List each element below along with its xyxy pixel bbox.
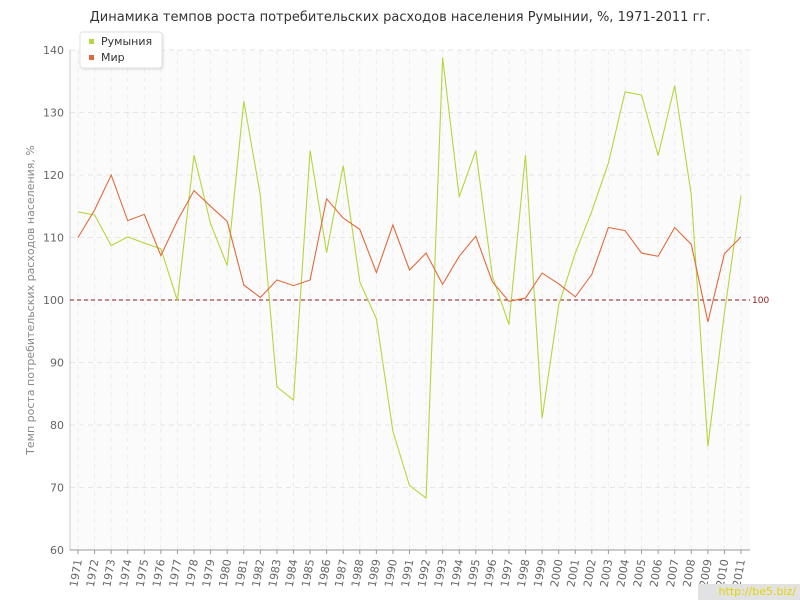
x-tick-label: 1990 (382, 558, 400, 588)
legend-label: Румыния (101, 35, 152, 48)
x-tick-label: 1975 (134, 558, 152, 588)
x-tick-label: 1981 (233, 558, 251, 588)
chart-title: Динамика темпов роста потребительских ра… (89, 10, 711, 25)
y-tick-label: 90 (50, 357, 64, 370)
y-tick-label: 80 (50, 419, 64, 432)
y-tick-label: 120 (43, 169, 64, 182)
x-tick-label: 1978 (183, 558, 201, 588)
x-tick-label: 2004 (614, 558, 632, 588)
y-tick-label: 60 (50, 544, 64, 557)
x-tick-label: 1972 (84, 558, 102, 588)
series-group (77, 57, 742, 500)
x-tick-label: 1977 (167, 558, 185, 588)
x-tick-label: 1991 (399, 558, 417, 588)
x-tick-label: 1986 (316, 558, 334, 588)
x-tick-label: 1985 (299, 558, 317, 588)
x-tick-label: 1987 (332, 558, 350, 588)
watermark-link[interactable]: http://be5.biz/ (698, 584, 800, 600)
series-line-romania (77, 57, 742, 500)
legend-swatch (89, 55, 94, 60)
x-tick-label: 2006 (647, 558, 665, 588)
legend: Румыния Мир (79, 31, 163, 69)
x-tick-label: 1980 (216, 558, 234, 588)
legend-box (79, 31, 163, 69)
x-tick-label: 1988 (349, 558, 367, 588)
x-tick-label: 2010 (714, 558, 732, 588)
legend-swatch (89, 39, 94, 44)
x-tick-label: 1996 (482, 558, 500, 588)
x-tick-label: 1976 (150, 558, 168, 588)
x-tick-label: 2008 (681, 558, 699, 588)
axes: 6070809010011012013014019711972197319741… (43, 44, 750, 588)
x-tick-label: 2007 (664, 558, 682, 588)
y-tick-label: 110 (43, 232, 64, 245)
x-tick-label: 1998 (515, 558, 533, 588)
y-tick-label: 140 (43, 44, 64, 57)
x-tick-label: 2001 (565, 558, 583, 588)
x-tick-label: 2011 (730, 558, 748, 588)
x-tick-label: 1993 (432, 558, 450, 588)
y-tick-label: 100 (43, 294, 64, 307)
x-tick-label: 1979 (200, 558, 218, 588)
x-tick-label: 1992 (415, 558, 433, 588)
series-line-world (77, 173, 742, 323)
y-axis-label: Темп роста потребительских расходов насе… (24, 145, 37, 456)
x-tick-label: 2009 (697, 558, 715, 588)
x-tick-label: 1971 (67, 558, 85, 588)
x-tick-label: 2003 (598, 558, 616, 588)
x-tick-label: 1984 (283, 558, 301, 588)
x-tick-label: 1995 (465, 558, 483, 588)
x-tick-label: 2005 (631, 558, 649, 588)
reference-line-group: 100 (70, 296, 769, 306)
x-tick-label: 1983 (266, 558, 284, 588)
x-tick-label: 2002 (581, 558, 599, 588)
legend-label: Мир (101, 51, 125, 64)
x-tick-label: 1974 (117, 558, 135, 588)
x-tick-label: 1999 (531, 558, 549, 588)
x-tick-label: 1997 (498, 558, 516, 588)
x-tick-label: 1994 (449, 558, 467, 588)
x-tick-label: 1982 (250, 558, 268, 588)
y-tick-label: 130 (43, 107, 64, 120)
x-tick-label: 2000 (548, 558, 566, 588)
y-tick-label: 70 (50, 482, 64, 495)
x-tick-label: 1973 (100, 558, 118, 588)
reference-line-label: 100 (752, 296, 769, 306)
x-tick-label: 1989 (366, 558, 384, 588)
